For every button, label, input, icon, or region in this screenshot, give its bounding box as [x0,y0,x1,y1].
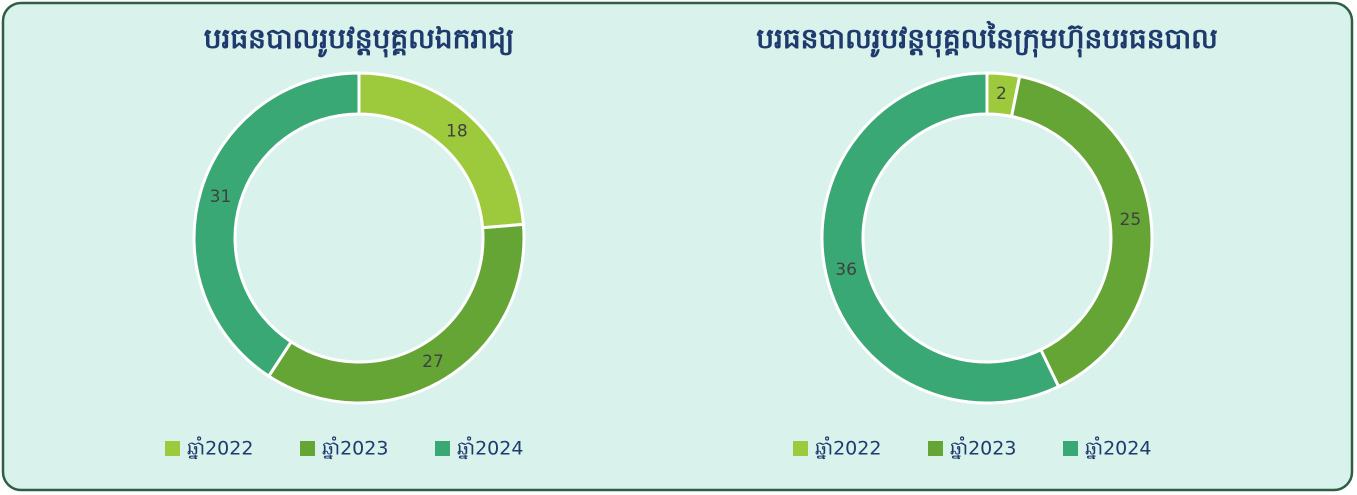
donut-segment [192,71,361,379]
data-label: 27 [422,352,444,372]
chart-title: បរធនបាលរូបវន្តបុគ្គលនៃក្រុមហ៊ុនបរធនបាល [756,20,1218,58]
legend-swatch [300,441,315,456]
data-label: 18 [446,122,468,142]
donut-segment [266,222,526,405]
legend-swatch [1063,441,1078,456]
legend-label: ឆ្នាំ2023 [322,436,388,460]
legend-label: ឆ្នាំ2023 [950,436,1016,460]
legend-swatch [435,441,450,456]
chart-title: បរធនបាលរូបវន្តបុគ្គលឯករាជ្យ [204,22,515,58]
data-label: 2 [996,84,1007,104]
data-label: 31 [210,187,232,207]
donut-segment [820,71,1061,405]
data-label: 36 [835,260,857,280]
legend-swatch [793,441,808,456]
data-label: 25 [1120,210,1142,230]
legend-label: ឆ្នាំ2024 [1085,436,1151,460]
legend-swatch [165,441,180,456]
legend-label: ឆ្នាំ2022 [187,436,253,460]
legend-label: ឆ្នាំ2024 [457,436,523,460]
legend-label: ឆ្នាំ2022 [815,436,881,460]
donut-segment [1009,74,1154,389]
legend-swatch [928,441,943,456]
